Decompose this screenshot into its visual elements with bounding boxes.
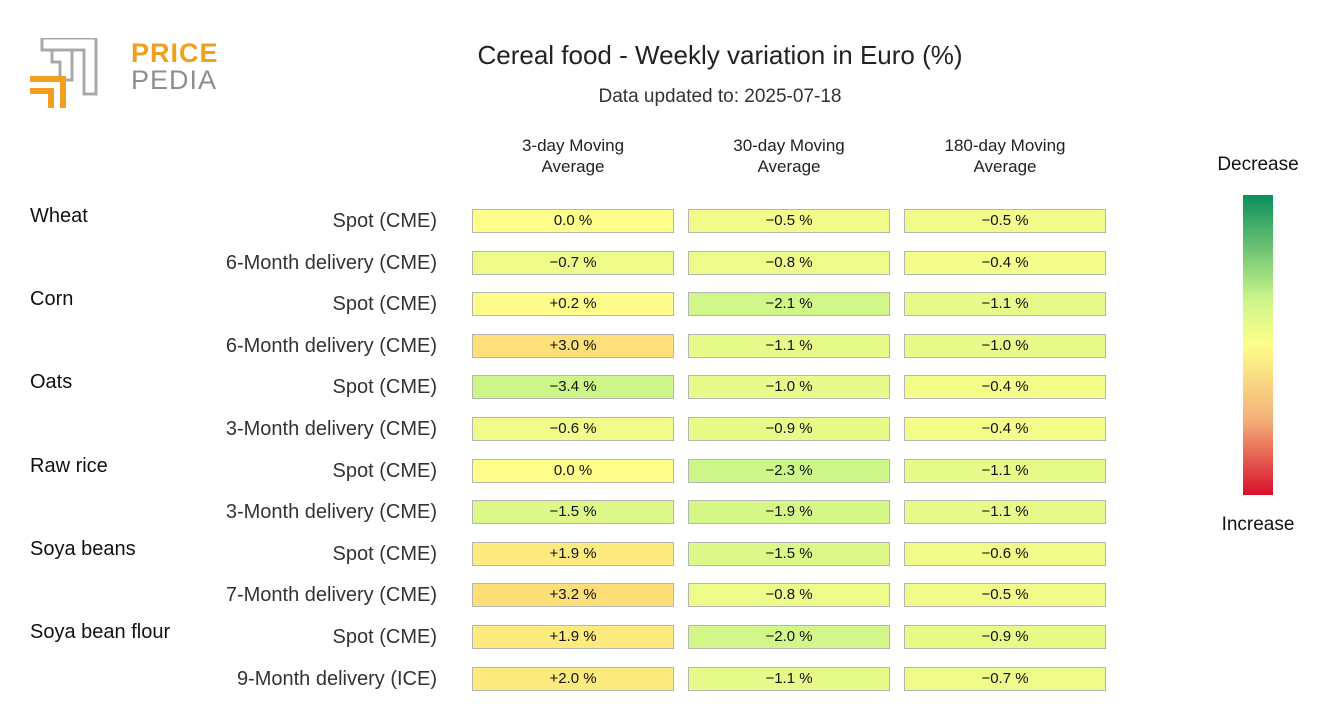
row-label: Spot (CME)	[332, 210, 437, 232]
logo-text-price: PRICE	[131, 38, 219, 68]
value-cell: −0.4 %	[904, 417, 1106, 441]
value-cell: −0.8 %	[688, 583, 890, 608]
row-label: 9-Month delivery (ICE)	[236, 667, 437, 690]
row-label: 3-Month delivery (CME)	[225, 501, 437, 524]
value-cell: +2.0 %	[472, 666, 674, 691]
value-cell: −1.1 %	[904, 292, 1106, 317]
value-cell: −1.1 %	[904, 500, 1106, 525]
group-label: Soya beans	[30, 537, 136, 560]
value-cell: 0.0 %	[472, 209, 674, 233]
value-cell: −1.1 %	[904, 458, 1106, 483]
value-cell: −1.0 %	[904, 333, 1106, 358]
column-header-3day: 3-day Moving Average	[521, 136, 625, 176]
value-cell: −0.4 %	[904, 375, 1106, 400]
logo-mark	[30, 36, 98, 108]
row-label: 6-Month delivery (CME)	[225, 251, 437, 274]
value-cell: −0.9 %	[904, 625, 1106, 649]
value-cell: −1.5 %	[688, 541, 890, 566]
value-cell: −2.3 %	[688, 458, 890, 483]
value-cell: −3.4 %	[472, 375, 674, 400]
value-cell: −1.1 %	[688, 333, 890, 358]
value-cell: −0.9 %	[688, 417, 890, 441]
group-label: Raw rice	[30, 454, 108, 477]
row-label: Spot (CME)	[332, 626, 437, 648]
value-cell: −1.0 %	[688, 375, 890, 400]
value-cell: −0.5 %	[688, 209, 890, 233]
value-cell: −0.8 %	[688, 250, 890, 275]
group-label: Oats	[30, 371, 73, 394]
column-header-30day: 30-day Moving Average	[733, 136, 845, 176]
value-cell: −1.1 %	[688, 666, 890, 691]
value-cell: −0.5 %	[904, 209, 1106, 233]
legend-color-scale	[1243, 195, 1273, 495]
value-cell: −0.6 %	[904, 541, 1106, 566]
value-cell: +3.2 %	[472, 583, 674, 608]
row-label: Spot (CME)	[332, 542, 437, 565]
value-cell: +1.9 %	[472, 541, 674, 566]
row-label: 3-Month delivery (CME)	[225, 418, 437, 440]
group-label: Wheat	[30, 205, 88, 227]
value-cell: +1.9 %	[472, 625, 674, 649]
pricepedia-logo: PRICE PEDIA	[30, 36, 218, 110]
row-label: Spot (CME)	[332, 376, 437, 399]
value-cell: −1.5 %	[472, 500, 674, 525]
value-cell: −0.5 %	[904, 583, 1106, 608]
value-cell: −0.7 %	[904, 666, 1106, 691]
value-cell: −0.6 %	[472, 417, 674, 441]
value-cell: −0.7 %	[472, 250, 674, 275]
row-label: 6-Month delivery (CME)	[225, 334, 437, 357]
value-cell: −2.0 %	[688, 625, 890, 649]
row-label: Spot (CME)	[332, 293, 437, 316]
group-label: Corn	[30, 288, 74, 311]
value-cell: −1.9 %	[688, 500, 890, 525]
chart-title: Cereal food - Weekly variation in Euro (…	[477, 40, 963, 70]
value-cell: +3.0 %	[472, 333, 674, 358]
value-cell: −0.4 %	[904, 250, 1106, 275]
chart-subtitle: Data updated to: 2025-07-18	[598, 86, 842, 107]
legend-decrease-label: Decrease	[1217, 154, 1299, 175]
legend-increase-label: Increase	[1221, 514, 1295, 535]
column-header-180day: 180-day Moving Average	[944, 136, 1066, 176]
group-label: Soya bean flour	[30, 621, 171, 643]
value-cell: 0.0 %	[472, 458, 674, 483]
value-cell: +0.2 %	[472, 292, 674, 317]
value-cell: −2.1 %	[688, 292, 890, 317]
row-label: Spot (CME)	[332, 459, 437, 482]
logo-text-pedia: PEDIA	[131, 65, 218, 95]
row-label: 7-Month delivery (CME)	[225, 584, 437, 607]
